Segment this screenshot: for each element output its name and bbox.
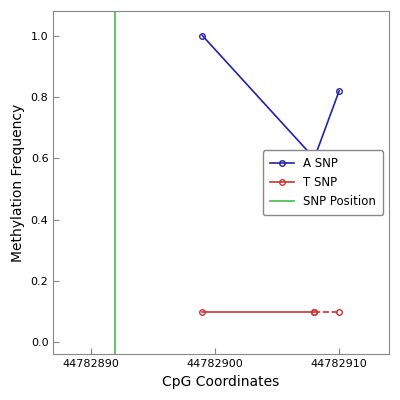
X-axis label: CpG Coordinates: CpG Coordinates — [162, 375, 280, 389]
Legend: A SNP, T SNP, SNP Position: A SNP, T SNP, SNP Position — [263, 150, 383, 215]
Y-axis label: Methylation Frequency: Methylation Frequency — [11, 104, 25, 262]
